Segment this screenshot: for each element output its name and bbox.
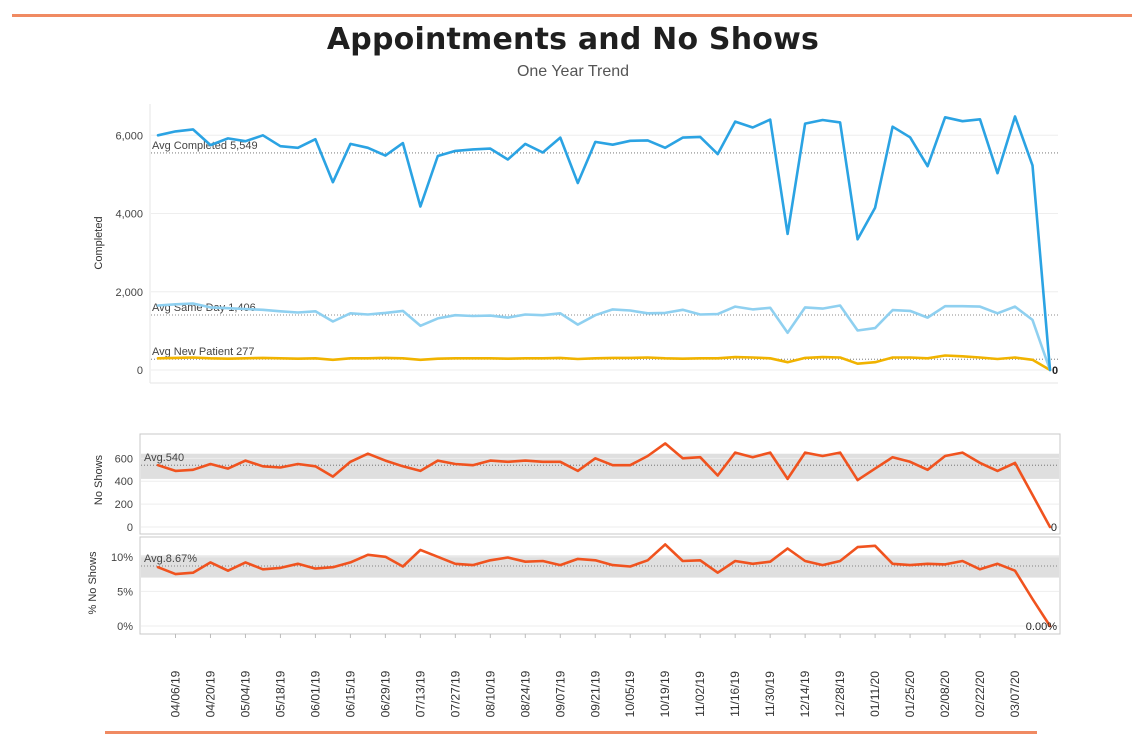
y-tick-label: 600: [115, 453, 133, 465]
y-tick-label: 0: [137, 365, 143, 377]
chart-title: Appointments and No Shows: [326, 22, 820, 57]
x-tick-label: 10/05/19: [623, 670, 637, 717]
panel-frame: [139, 536, 1061, 635]
series-line-same-day: [156, 302, 1052, 372]
y-tick-label: 10%: [111, 552, 133, 564]
x-tick-label: 08/24/19: [518, 670, 532, 717]
end-value-label: 0: [1051, 522, 1057, 534]
series-line-no-shows: [156, 442, 1052, 529]
end-value-label: 0.00%: [1026, 621, 1057, 633]
y-axis-label: No Shows: [93, 454, 105, 505]
x-tick-label: 04/20/19: [203, 670, 217, 717]
average-label: Avg New Patient 277: [152, 346, 255, 358]
x-tick-label: 04/06/19: [168, 670, 182, 717]
x-tick-label: 11/30/19: [763, 671, 777, 717]
x-tick-label: 03/07/20: [1008, 670, 1022, 717]
series-line-new-patient: [156, 354, 1052, 372]
series-line--no-shows: [156, 543, 1052, 628]
top-rule: [12, 14, 1132, 17]
average-label: Avg.8.67%: [144, 553, 197, 565]
average-label: Avg Completed 5,549: [152, 140, 258, 152]
control-band: [141, 555, 1059, 578]
x-tick-label: 05/04/19: [238, 670, 252, 717]
x-tick-label: 06/15/19: [343, 670, 357, 717]
x-tick-label: 06/01/19: [308, 670, 322, 717]
x-tick-label: 10/19/19: [658, 670, 672, 717]
y-axis-label: Completed: [93, 216, 105, 269]
x-tick-label: 05/18/19: [273, 670, 287, 717]
x-tick-label: 02/22/20: [973, 670, 987, 717]
y-tick-label: 6,000: [115, 130, 143, 142]
average-label: Avg.540: [144, 452, 184, 464]
end-value-label: 0: [1052, 365, 1058, 377]
y-tick-label: 0%: [117, 621, 133, 633]
x-tick-label: 11/02/19: [693, 671, 707, 717]
chart-subtitle: One Year Trend: [516, 63, 630, 80]
y-tick-label: 400: [115, 476, 133, 488]
x-tick-label: 08/10/19: [483, 670, 497, 717]
x-tick-label: 02/08/20: [938, 670, 952, 717]
y-tick-label: 4,000: [115, 209, 143, 221]
x-tick-label: 07/27/19: [448, 670, 462, 717]
x-tick-label: 01/11/20: [868, 671, 882, 717]
y-tick-label: 5%: [117, 586, 133, 598]
x-tick-label: 06/29/19: [378, 670, 392, 717]
x-tick-label: 09/07/19: [553, 670, 567, 717]
series-line-completed: [156, 115, 1052, 372]
x-tick-label: 11/16/19: [728, 671, 742, 717]
panel-frame: [139, 433, 1061, 535]
x-tick-label: 07/13/19: [413, 670, 427, 717]
y-tick-label: 200: [115, 499, 133, 511]
y-axis-label: % No Shows: [87, 551, 99, 614]
x-tick-label: 09/21/19: [588, 670, 602, 717]
x-tick-label: 01/25/20: [903, 670, 917, 717]
bottom-rule: [105, 731, 1037, 734]
y-tick-label: 0: [127, 522, 133, 534]
x-tick-label: 12/14/19: [798, 670, 812, 717]
x-tick-label: 12/28/19: [833, 670, 847, 717]
y-tick-label: 2,000: [115, 287, 143, 299]
